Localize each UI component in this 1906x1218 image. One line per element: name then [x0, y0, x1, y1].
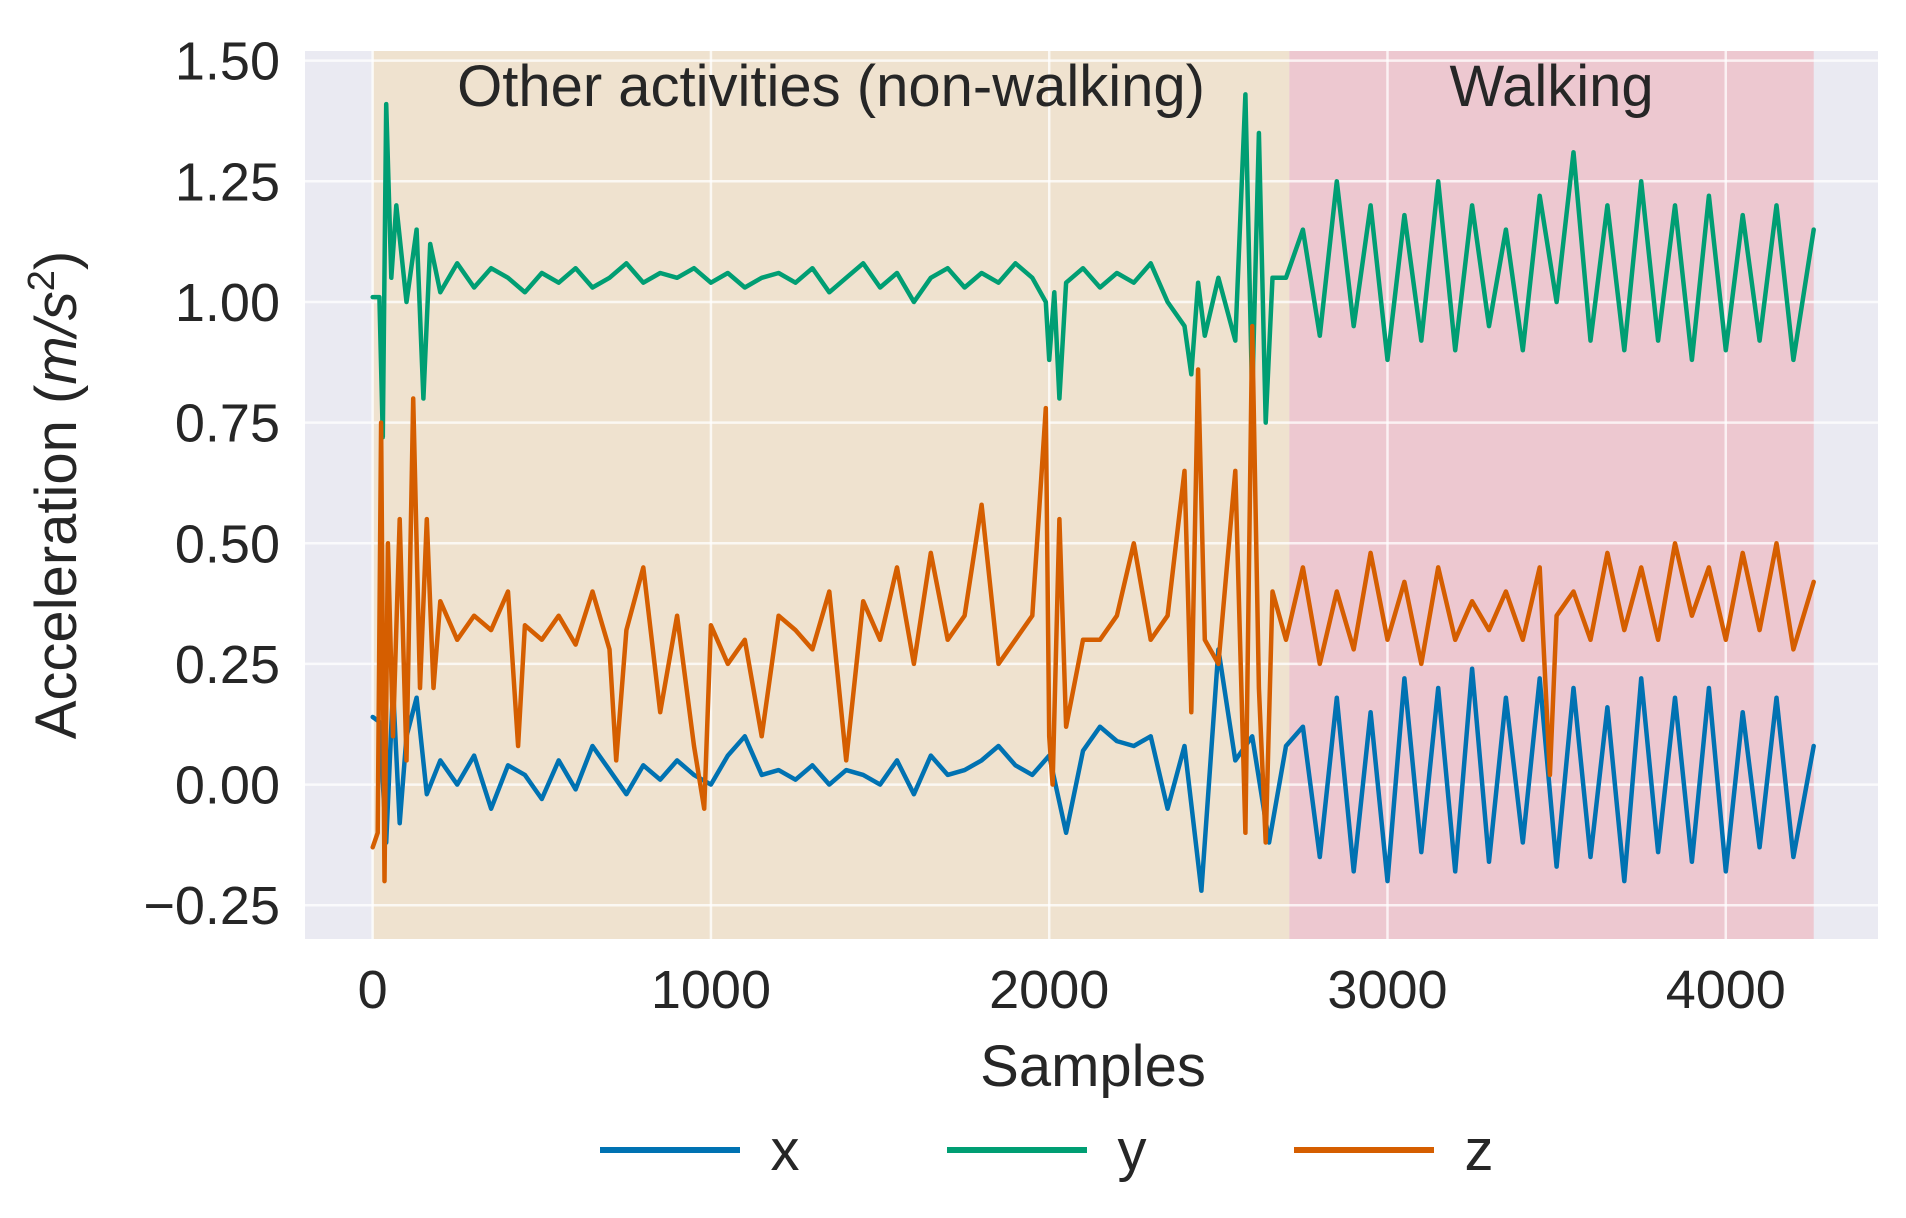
y-axis-title-unit: m/s [24, 291, 89, 384]
legend-label-z: z [1465, 1118, 1494, 1183]
series-lines [370, 92, 1816, 893]
y-tick-labels: −0.25 0.00 0.25 0.50 0.75 1.00 1.25 1.50 [143, 32, 280, 937]
y-axis-title: Acceleration (m/s2) [21, 251, 89, 740]
x-tick-label: 1000 [651, 960, 771, 1020]
x-tick-label: 0 [358, 960, 388, 1020]
legend: x y z [600, 1118, 1494, 1183]
x-tick-label: 3000 [1327, 960, 1447, 1020]
y-tick-label: 0.00 [175, 756, 280, 816]
y-tick-label: 0.25 [175, 635, 280, 695]
region-labels: Other activities (non-walking) Walking [457, 54, 1654, 119]
y-axis-title-main: Acceleration ( [24, 385, 89, 740]
legend-label-x: x [771, 1118, 800, 1183]
x-tick-labels: 0 1000 2000 3000 4000 [358, 960, 1786, 1020]
y-tick-label: 0.50 [175, 514, 280, 574]
series-x-line [370, 647, 1816, 893]
region-label-1: Walking [1449, 54, 1653, 119]
grid [305, 51, 1878, 939]
series-z-line [370, 323, 1816, 884]
x-axis-title: Samples [980, 1034, 1206, 1099]
y-tick-label: 1.25 [175, 152, 280, 212]
region-0 [372, 51, 1290, 939]
region-label-0: Other activities (non-walking) [457, 54, 1205, 119]
y-tick-label: 1.50 [175, 32, 280, 92]
legend-label-y: y [1118, 1118, 1147, 1183]
y-tick-label: −0.25 [143, 876, 280, 936]
x-tick-label: 4000 [1666, 960, 1786, 1020]
x-tick-label: 2000 [989, 960, 1109, 1020]
y-tick-label: 0.75 [175, 394, 280, 454]
y-tick-label: 1.00 [175, 273, 280, 333]
series-y-line [370, 92, 1816, 440]
y-axis-title-close: ) [24, 251, 89, 270]
y-axis-title-exponent: 2 [21, 270, 63, 291]
